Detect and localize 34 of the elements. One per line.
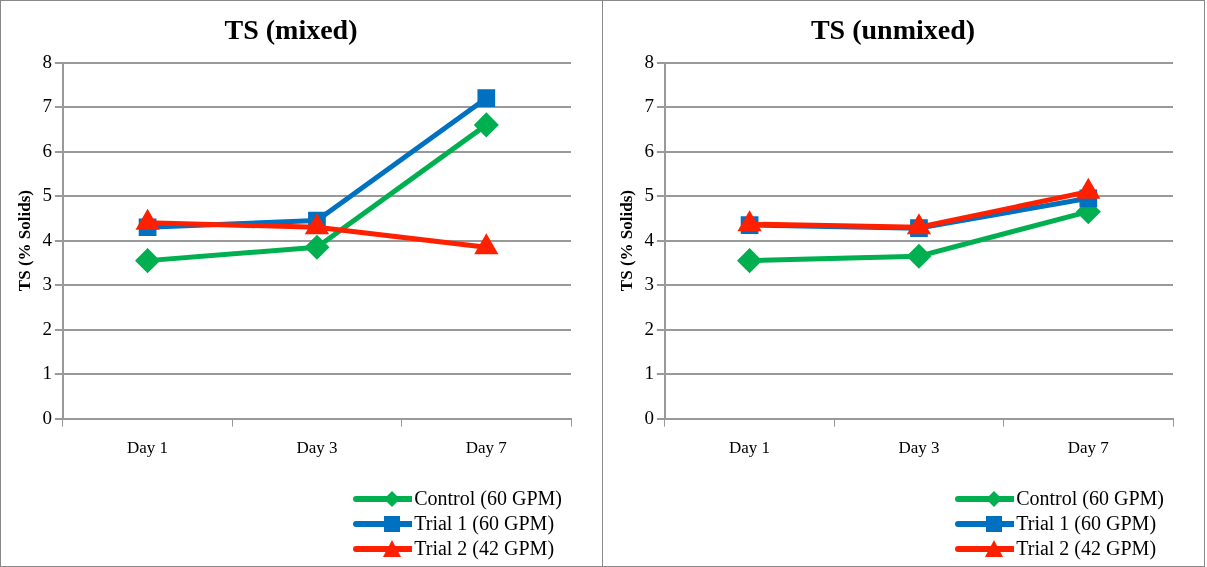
y-tick-label: 3	[644, 273, 654, 295]
y-tick-label: 1	[42, 362, 52, 384]
legend-label: Trial 1 (60 GPM)	[414, 512, 555, 535]
y-tick-label: 6	[644, 139, 654, 161]
y-tick-label: 1	[644, 362, 654, 384]
y-tick-label: 5	[42, 184, 52, 206]
y-tick-label: 7	[42, 95, 52, 117]
y-axis-title: TS (% Solids)	[14, 190, 34, 292]
chart-title: TS (unmixed)	[810, 14, 976, 46]
y-axis-title: TS (% Solids)	[616, 190, 636, 292]
y-tick-label: 0	[644, 406, 654, 428]
x-tick-label: Day 7	[465, 438, 508, 458]
legend-label: Trial 1 (60 GPM)	[1016, 512, 1157, 535]
y-tick-label: 2	[644, 317, 654, 339]
y-tick-label: 8	[42, 50, 52, 72]
y-tick-label: 2	[42, 317, 52, 339]
x-tick-label: Day 1	[127, 438, 169, 458]
y-tick-label: 6	[42, 139, 52, 161]
y-tick-label: 4	[42, 228, 53, 250]
legend-label: Trial 2 (42 GPM)	[1016, 537, 1157, 560]
x-tick-label: Day 1	[729, 438, 771, 458]
y-tick-label: 0	[42, 406, 52, 428]
chart-title: TS (mixed)	[224, 14, 358, 46]
x-tick-label: Day 3	[296, 438, 338, 458]
x-tick-label: Day 7	[1067, 438, 1110, 458]
x-tick-label: Day 3	[898, 438, 940, 458]
y-tick-label: 5	[644, 184, 654, 206]
legend-label: Control (60 GPM)	[414, 487, 562, 510]
legend-label: Control (60 GPM)	[1016, 487, 1164, 510]
y-tick-label: 8	[644, 50, 654, 72]
y-tick-label: 4	[644, 228, 655, 250]
legend-label: Trial 2 (42 GPM)	[414, 537, 555, 560]
y-tick-label: 3	[42, 273, 52, 295]
y-tick-label: 7	[644, 95, 654, 117]
